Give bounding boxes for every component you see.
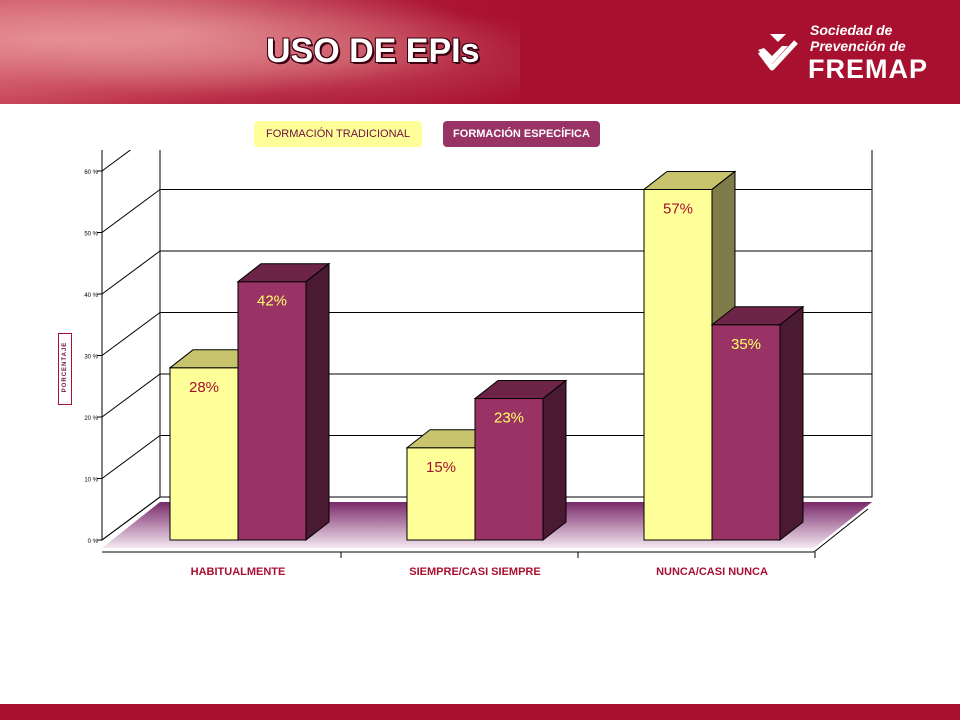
gridline-side (101, 435, 161, 479)
header-photo-background (0, 0, 520, 104)
y-tick-label: 10 % (84, 478, 98, 484)
footer-bar (0, 704, 960, 720)
legend-item-specific: FORMACIÓN ESPECÍFICA (443, 121, 600, 147)
y-tick-label: 0 % (88, 539, 99, 545)
bar-value-label: 35% (731, 336, 761, 353)
gridline-side (101, 312, 161, 356)
bar-side (542, 379, 567, 542)
bar-front (711, 324, 781, 541)
bar-chart: 0 % 10 % 20 % 30 % 40 % 50 % 60 % 28% 42% HABITUA… (84, 150, 873, 578)
logo-text-line1: Sociedad de (810, 22, 893, 38)
logo-brand-name: FREMAP (808, 54, 928, 84)
bar-value-label: 57% (663, 200, 693, 217)
bar-side (779, 305, 804, 542)
logo-text-line2: Prevención de (810, 38, 906, 54)
fremap-logo-mark-icon (758, 34, 798, 71)
side-wall (101, 150, 161, 541)
gridline-side (101, 189, 161, 233)
gridline-side (101, 250, 161, 295)
bar-value-label: 15% (426, 459, 456, 476)
gridline-side (101, 496, 161, 541)
x-tick-label: NUNCA/CASI NUNCA (656, 566, 768, 578)
y-tick-label: 20 % (84, 416, 98, 422)
y-axis-label-box: PORCENTAJE (58, 333, 72, 405)
gridline-side (101, 150, 132, 172)
y-tick-label: 50 % (84, 232, 98, 238)
y-tick-label: 40 % (84, 293, 98, 299)
x-tick-label: HABITUALMENTE (191, 566, 286, 578)
x-tick-label: SIEMPRE/CASI SIEMPRE (409, 566, 540, 578)
y-tick-label: 60 % (84, 170, 98, 176)
bar-value-label: 23% (494, 410, 524, 427)
bar-value-label: 28% (189, 379, 219, 396)
y-axis-label: PORCENTAJE (62, 341, 68, 393)
y-tick-label: 30 % (84, 355, 98, 361)
bar-side (305, 262, 330, 542)
bar-front (643, 188, 713, 541)
bar-front (474, 398, 544, 541)
bar-value-label: 42% (257, 293, 287, 310)
x-axis-depth-line (813, 508, 869, 553)
page-title: USO DE EPIs (266, 32, 480, 70)
fremap-logo: Sociedad de Prevención de FREMAP (752, 20, 942, 84)
bar-front (237, 281, 307, 541)
gridline-side (101, 373, 161, 418)
legend-item-traditional: FORMACIÓN TRADICIONAL (254, 121, 422, 147)
header-banner: USO DE EPIs Sociedad de Prevención de FR… (0, 0, 960, 104)
